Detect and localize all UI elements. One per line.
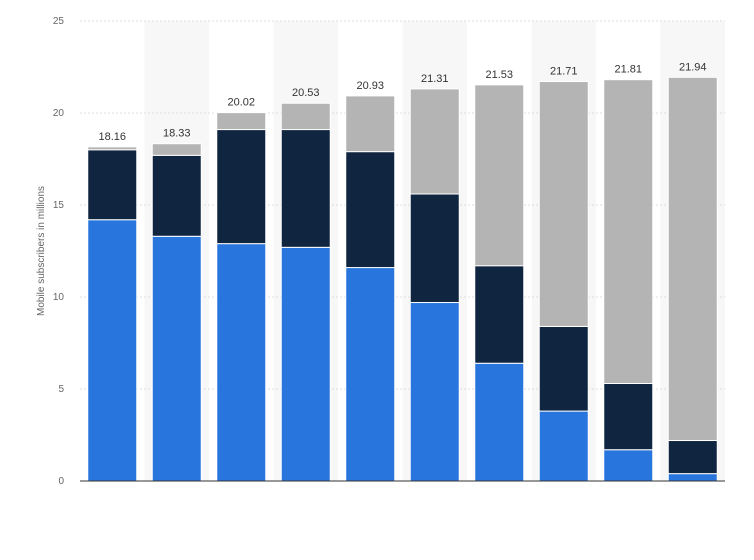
bar-segment-2[interactable] [667, 440, 718, 475]
bar-total-label: 21.94 [679, 61, 707, 73]
bar-segment-3[interactable] [667, 76, 718, 442]
y-axis-title: Mobile subscribers in millions [36, 186, 47, 316]
bar-segment-2[interactable] [538, 325, 589, 412]
bar-total-label: 20.93 [356, 80, 384, 92]
bar-total-label: 21.31 [421, 73, 449, 85]
bar-total-label: 20.53 [292, 87, 320, 99]
bar-segment-3[interactable] [345, 95, 396, 153]
bar-segment-1[interactable] [151, 235, 202, 482]
bar-total-label: 21.71 [550, 66, 578, 78]
bar-total-label: 21.81 [614, 64, 642, 76]
bar-segment-1[interactable] [345, 267, 396, 482]
y-tick-label: 10 [53, 292, 65, 303]
bar-segment-3[interactable] [603, 79, 654, 384]
bar-total-label: 21.53 [485, 69, 513, 81]
bar-segment-2[interactable] [409, 193, 460, 304]
bar-segment-2[interactable] [474, 265, 525, 364]
bar-segment-3[interactable] [216, 112, 267, 131]
bar-segment-2[interactable] [280, 129, 331, 248]
bar-segment-2[interactable] [603, 382, 654, 451]
bar-total-label: 18.16 [98, 131, 126, 143]
y-tick-label: 20 [53, 108, 65, 119]
bar-total-label: 20.02 [227, 97, 255, 109]
bar-segment-3[interactable] [409, 88, 460, 195]
y-tick-label: 15 [53, 200, 65, 211]
y-tick-label: 0 [58, 476, 64, 487]
bar-total-label: 18.33 [163, 128, 191, 140]
bar-segment-2[interactable] [151, 154, 202, 237]
y-axis-ticks: 0 5 10 15 20 25 [53, 16, 65, 487]
bar-segment-1[interactable] [216, 243, 267, 482]
bar-segment-2[interactable] [345, 151, 396, 269]
y-tick-label: 5 [58, 384, 64, 395]
bar-segment-1[interactable] [667, 473, 718, 482]
total-labels: 18.16 18.33 20.02 20.53 20.93 21.31 21.53 21.71… [98, 61, 706, 143]
bar-segment-1[interactable] [280, 246, 331, 482]
bar-segment-1[interactable] [603, 449, 654, 482]
bar-segment-2[interactable] [216, 129, 267, 245]
bar-segment-3[interactable] [87, 146, 138, 151]
bar-segment-2[interactable] [87, 149, 138, 221]
bar-segment-3[interactable] [151, 143, 202, 156]
bar-segment-3[interactable] [538, 81, 589, 327]
bar-segment-1[interactable] [87, 219, 138, 482]
bar-segment-1[interactable] [409, 302, 460, 482]
bar-segment-3[interactable] [474, 84, 525, 267]
bar-segment-1[interactable] [474, 362, 525, 482]
bar-segment-1[interactable] [538, 410, 589, 482]
bar-stacks [87, 76, 718, 482]
y-tick-label: 25 [53, 16, 65, 27]
bar-segment-3[interactable] [280, 102, 331, 131]
